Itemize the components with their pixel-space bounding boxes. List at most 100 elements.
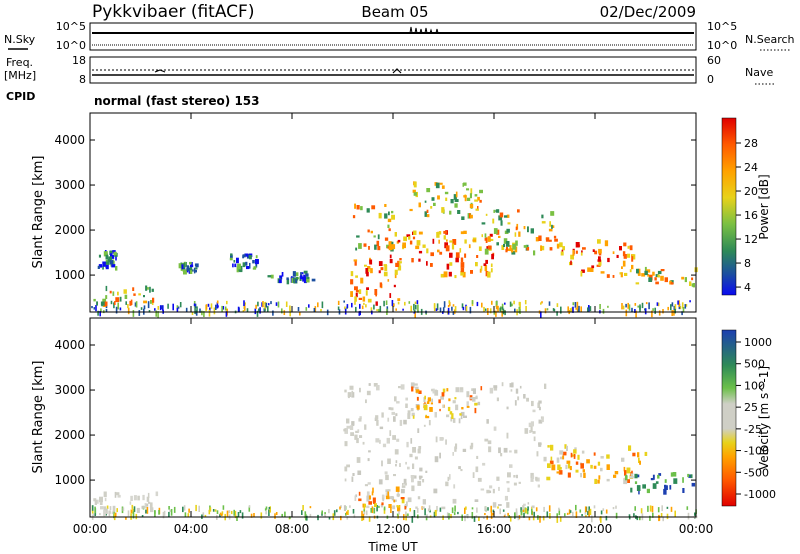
data-cell xyxy=(400,497,405,500)
data-cell xyxy=(538,419,543,424)
data-cell xyxy=(658,310,661,316)
data-cell xyxy=(394,273,397,279)
data-cell xyxy=(363,503,366,508)
data-cell xyxy=(172,303,174,311)
data-cell xyxy=(520,507,522,513)
data-cell xyxy=(460,257,464,263)
data-cell xyxy=(91,306,93,309)
data-cell xyxy=(504,215,508,218)
data-cell xyxy=(389,293,392,298)
data-cell xyxy=(439,408,441,412)
data-cell xyxy=(359,435,363,438)
data-cell xyxy=(622,305,625,310)
y-tick-label: 3000 xyxy=(54,178,85,192)
data-cell xyxy=(450,416,453,422)
data-cell xyxy=(490,505,492,513)
data-cell xyxy=(634,303,637,306)
data-cell xyxy=(258,308,260,312)
colorbar-tick-label: 4 xyxy=(744,281,751,294)
data-cell xyxy=(143,300,147,304)
data-cell xyxy=(543,456,547,462)
data-cell xyxy=(500,220,503,226)
data-cell xyxy=(682,488,685,493)
data-cell xyxy=(560,251,564,256)
data-cell xyxy=(154,510,156,514)
data-cell xyxy=(381,494,385,500)
data-cell xyxy=(473,516,476,522)
data-cell xyxy=(236,257,239,264)
data-cell xyxy=(505,241,510,247)
data-cell xyxy=(378,270,381,274)
data-cell xyxy=(132,508,134,514)
data-cell xyxy=(204,514,207,518)
data-cell xyxy=(396,505,398,508)
data-cell xyxy=(627,245,630,249)
data-cell xyxy=(191,262,193,266)
data-cell xyxy=(510,389,513,392)
data-cell xyxy=(477,477,482,482)
data-cell xyxy=(559,242,563,248)
data-cell xyxy=(439,307,442,312)
data-cell xyxy=(364,484,368,487)
data-cell xyxy=(570,254,574,260)
data-cell xyxy=(649,505,652,512)
data-cell xyxy=(108,256,112,260)
data-cell xyxy=(237,263,241,270)
freq-panel: Freq. [MHz] 18 8 60 0 Nave xyxy=(4,54,775,86)
data-cell xyxy=(600,456,604,459)
data-cell xyxy=(549,513,551,519)
data-cell xyxy=(639,460,641,465)
data-cell xyxy=(412,415,415,419)
data-cell xyxy=(446,414,450,418)
data-cell xyxy=(109,260,114,265)
data-cell xyxy=(267,306,269,313)
data-cell xyxy=(344,441,348,447)
data-cell xyxy=(621,303,623,310)
data-cell xyxy=(413,192,417,196)
data-cell xyxy=(628,514,631,518)
data-cell xyxy=(384,204,387,207)
data-cell xyxy=(399,419,403,426)
data-cell xyxy=(366,287,369,290)
data-cell xyxy=(248,505,251,508)
data-cell xyxy=(513,482,517,486)
data-cell xyxy=(517,209,520,213)
data-cell xyxy=(598,248,602,254)
data-cell xyxy=(516,511,518,517)
data-cell xyxy=(472,239,476,242)
data-cell xyxy=(635,282,640,285)
data-cell xyxy=(453,194,457,200)
beam-label: Beam 05 xyxy=(361,3,428,21)
nave-tick-bottom: 0 xyxy=(707,73,714,86)
data-cell xyxy=(137,495,140,501)
data-cell xyxy=(343,428,346,432)
data-cell xyxy=(410,305,412,312)
data-cell xyxy=(484,265,488,272)
data-cell xyxy=(678,300,680,307)
data-cell xyxy=(376,240,380,247)
data-cell xyxy=(346,511,348,515)
data-cell xyxy=(551,464,556,471)
data-cell xyxy=(530,228,534,234)
data-cell xyxy=(524,428,529,434)
data-cell xyxy=(239,510,242,514)
data-cell xyxy=(363,509,365,513)
data-cell xyxy=(410,438,413,444)
data-cell xyxy=(492,509,495,513)
data-cell xyxy=(408,301,411,304)
data-cell xyxy=(95,305,97,312)
data-cell xyxy=(281,513,283,518)
data-cell xyxy=(575,504,577,511)
data-cell xyxy=(498,447,501,454)
data-cell xyxy=(615,512,618,519)
data-cell xyxy=(470,214,473,219)
data-cell xyxy=(572,306,574,313)
data-cell xyxy=(502,308,505,315)
data-cell xyxy=(498,215,503,221)
data-cell xyxy=(537,484,540,488)
data-cell xyxy=(511,382,514,388)
data-cell xyxy=(550,211,555,216)
data-cell xyxy=(571,454,576,457)
data-cell xyxy=(404,301,406,306)
data-cell xyxy=(538,442,542,447)
